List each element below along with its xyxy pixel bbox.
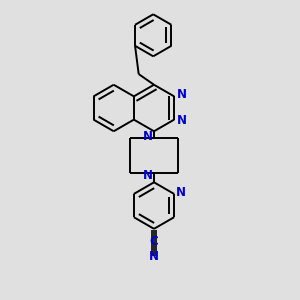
Text: N: N [177,114,187,127]
Text: C: C [150,235,158,248]
Text: N: N [142,130,152,142]
Text: N: N [149,250,159,263]
Text: N: N [177,88,187,101]
Text: N: N [142,169,152,182]
Text: N: N [176,187,186,200]
